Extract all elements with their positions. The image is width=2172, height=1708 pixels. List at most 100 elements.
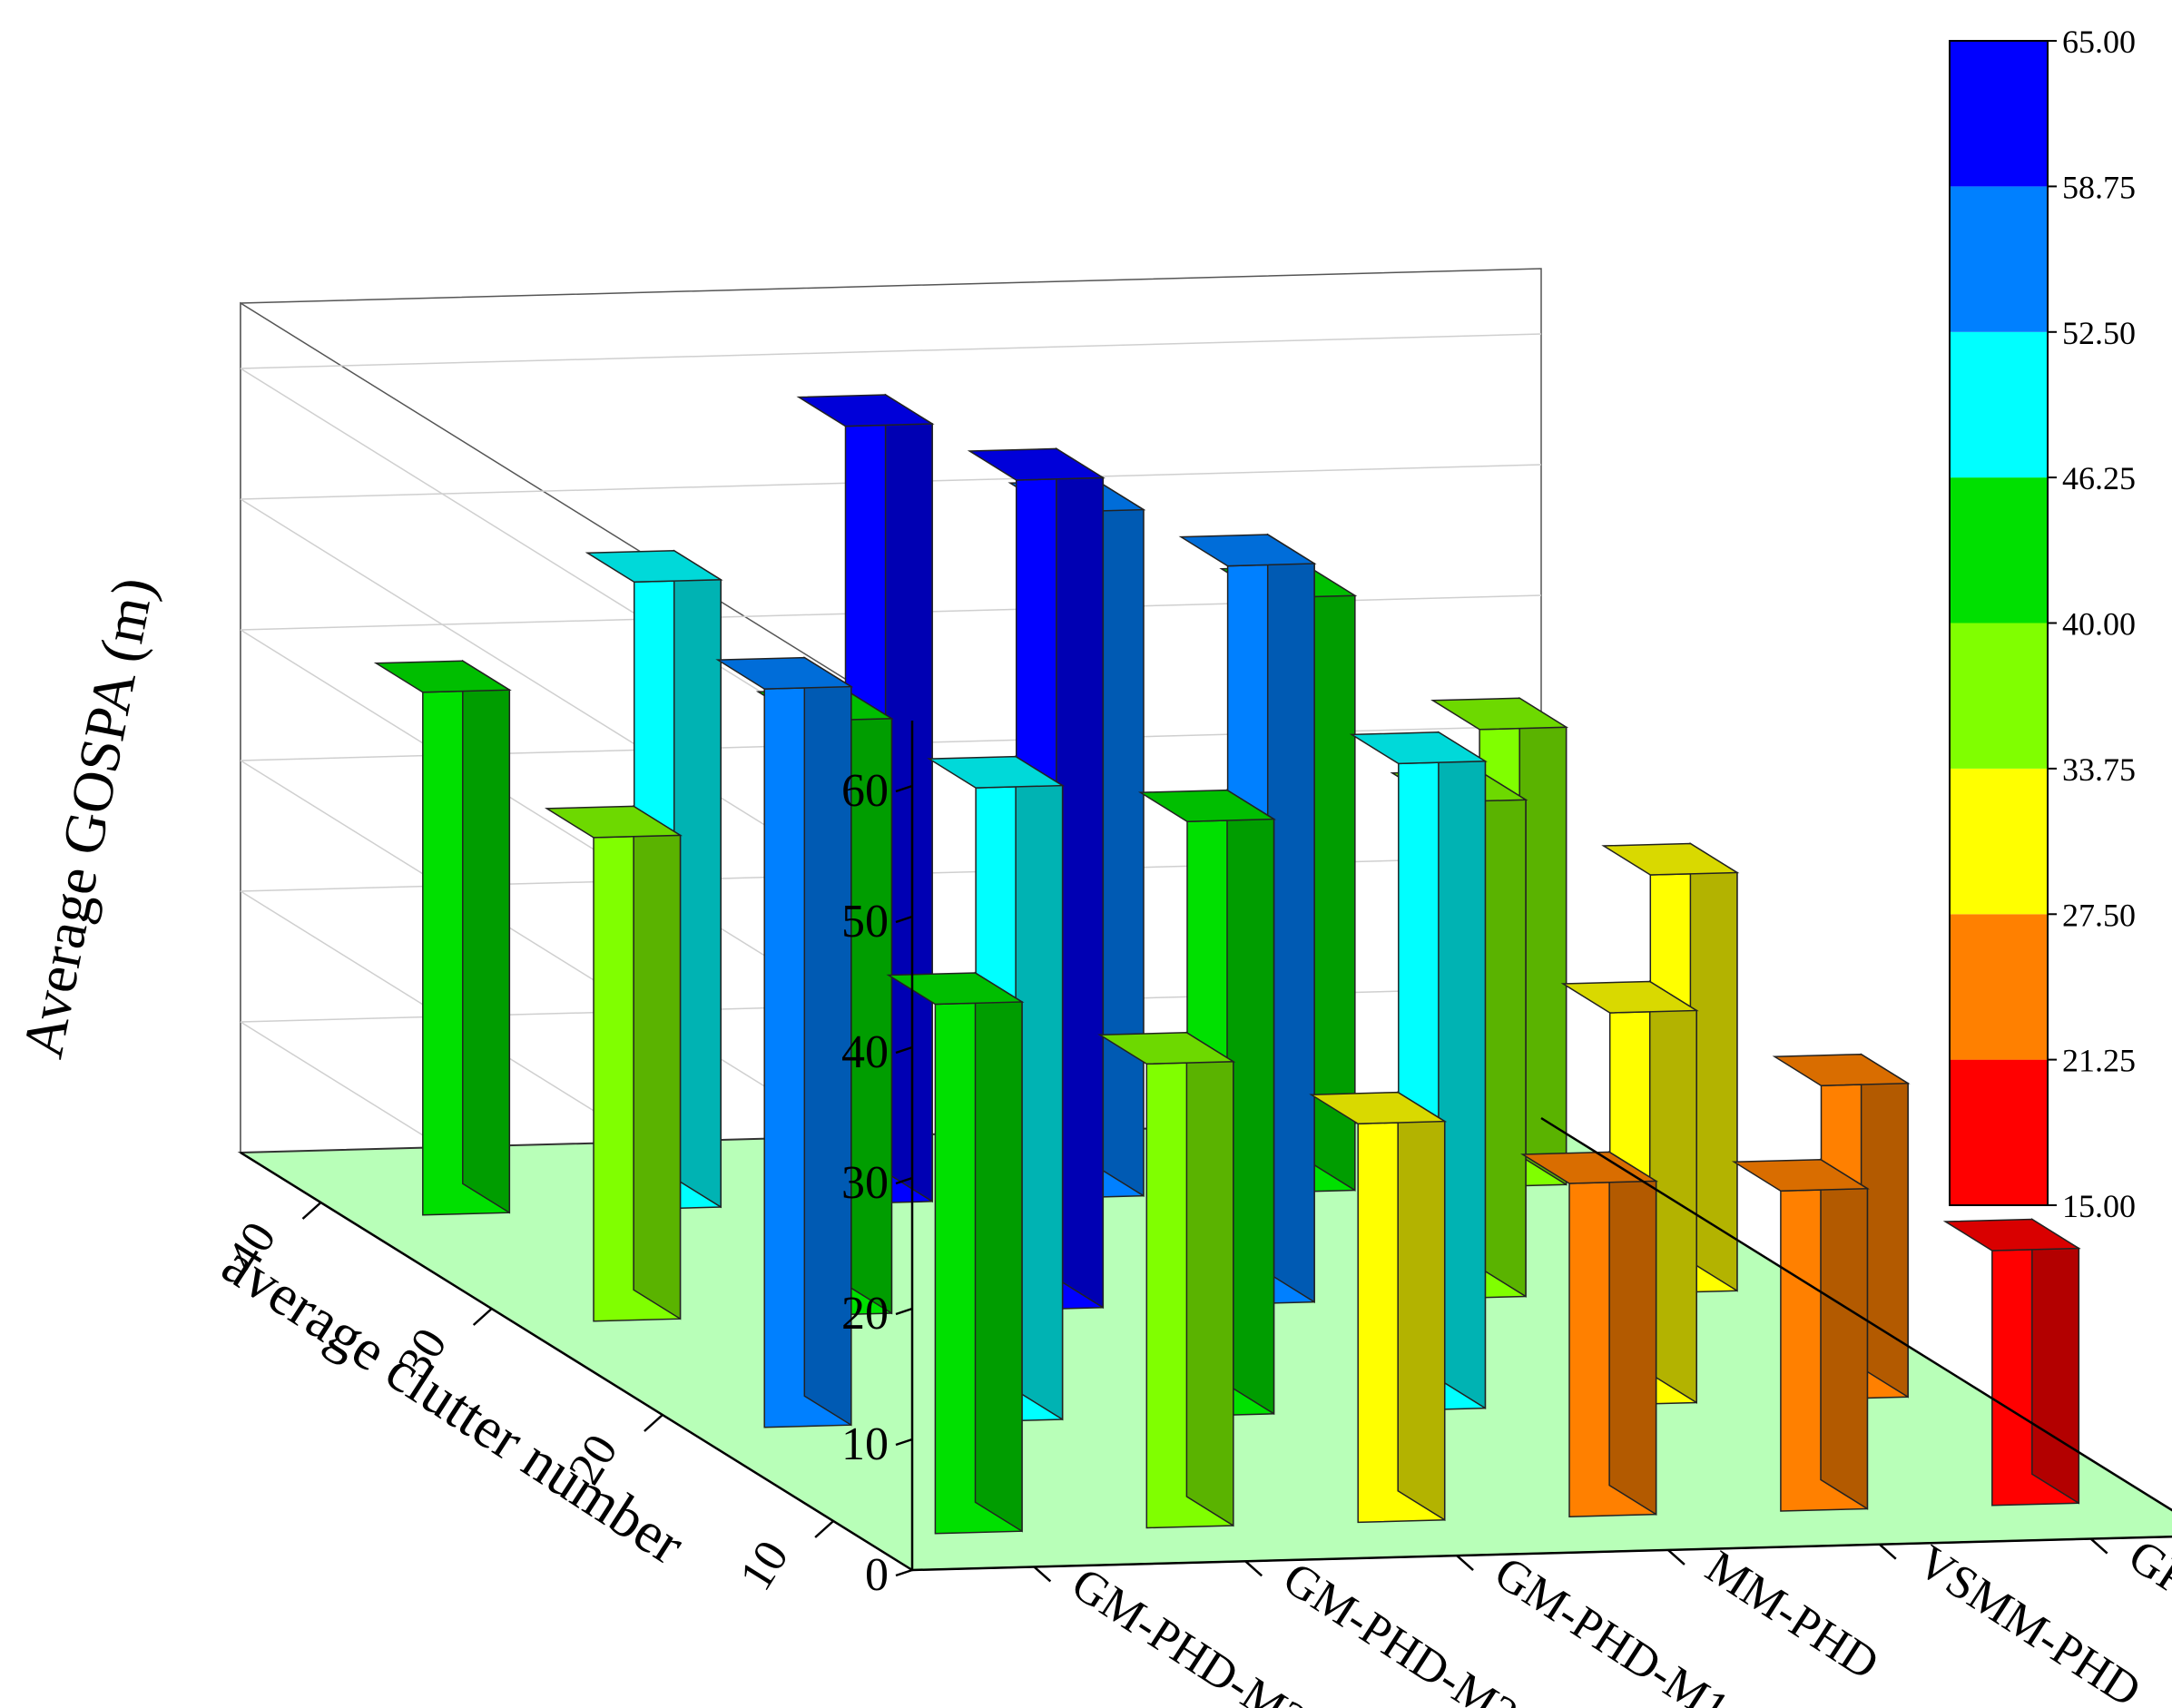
bar-face-side bbox=[1015, 755, 1064, 1421]
bar-GM-PHD-M1-10 bbox=[1309, 1091, 1448, 1524]
bar-face-top bbox=[886, 972, 1025, 1006]
colorbar-label: 52.50 bbox=[2062, 315, 2136, 351]
z-tick bbox=[895, 1307, 913, 1316]
bar-face-side bbox=[974, 971, 1023, 1533]
bar-MM-PHD-10 bbox=[1520, 1151, 1659, 1517]
z-tick-label: 10 bbox=[841, 1418, 889, 1470]
method-tick bbox=[2089, 1537, 2108, 1555]
bar-face-top bbox=[1309, 1091, 1448, 1124]
bar-face-side bbox=[1266, 533, 1315, 1303]
colorbar-band bbox=[1950, 768, 2048, 915]
bar-face-top bbox=[1772, 1053, 1911, 1086]
bar-face-top bbox=[585, 550, 723, 584]
bars bbox=[373, 393, 2081, 1535]
colorbar-label: 27.50 bbox=[2062, 897, 2136, 933]
colorbar-label: 33.75 bbox=[2062, 751, 2136, 788]
clutter-tick bbox=[644, 1414, 663, 1432]
method-tick bbox=[1878, 1543, 1897, 1560]
z-tick-label: 0 bbox=[865, 1549, 889, 1601]
bar-face-top bbox=[1520, 1151, 1659, 1184]
z-axis-title: Average GOSPA (m) bbox=[10, 573, 166, 1064]
method-tick bbox=[1033, 1566, 1052, 1583]
method-tick-label: VSMM-PHD bbox=[1908, 1536, 2149, 1708]
bar-face-top bbox=[544, 805, 683, 839]
bar-face-side bbox=[1478, 769, 1527, 1298]
method-tick bbox=[1667, 1548, 1686, 1566]
bar-face-top bbox=[715, 656, 854, 690]
bar-face-side bbox=[1860, 1053, 1909, 1399]
method-tick bbox=[1244, 1560, 1263, 1577]
bar-GM-PHD-M3-40 bbox=[373, 659, 512, 1216]
colorbar-band bbox=[1950, 331, 2048, 478]
bar-face-side bbox=[1056, 447, 1105, 1310]
clutter-tick bbox=[814, 1520, 834, 1538]
bar-face-top bbox=[373, 660, 512, 693]
method-tick-label: GM-PHD-M3 bbox=[1063, 1558, 1315, 1708]
bar-face-top bbox=[1137, 789, 1277, 822]
bar-face-top bbox=[1349, 731, 1488, 765]
method-tick-label: GP-PHD bbox=[2119, 1530, 2172, 1666]
bar-GM-PHD-M3-10 bbox=[886, 971, 1025, 1535]
colorbar-label: 58.75 bbox=[2062, 169, 2136, 205]
bar-face-side bbox=[1185, 1031, 1234, 1527]
z-tick-label: 20 bbox=[841, 1288, 889, 1340]
bar-face-top bbox=[1942, 1218, 2081, 1252]
clutter-tick-label: 10 bbox=[730, 1532, 799, 1599]
bar-face-top bbox=[796, 394, 935, 427]
grid-line bbox=[240, 333, 1542, 369]
bar-GM-PHD-M3-30 bbox=[544, 805, 683, 1322]
bar-VSMM-PHD-10 bbox=[1731, 1158, 1870, 1512]
z-tick bbox=[895, 915, 913, 924]
colorbar-band bbox=[1950, 186, 2048, 332]
bar-face-side bbox=[1689, 842, 1738, 1292]
bar-face-side bbox=[1648, 980, 1697, 1404]
method-tick-label: MM-PHD bbox=[1696, 1541, 1887, 1690]
colorbar-label: 15.00 bbox=[2062, 1188, 2136, 1224]
method-tick bbox=[1456, 1555, 1474, 1572]
bar-face-top bbox=[1097, 1032, 1236, 1065]
z-tick-label: 60 bbox=[841, 765, 889, 817]
bar-face-top bbox=[927, 755, 1066, 789]
bar-face-side bbox=[1226, 789, 1275, 1416]
bar-face-side bbox=[1608, 1151, 1657, 1516]
bar-face-side bbox=[462, 659, 511, 1214]
clutter-axis-line bbox=[911, 1535, 2172, 1572]
z-tick bbox=[895, 1438, 913, 1447]
method-edge-line bbox=[1540, 1116, 2172, 1512]
colorbar: 15.00 21.25 27.50 33.75 40.00 46.25 52.50 58.75… bbox=[1949, 24, 2136, 1224]
bar-face-top bbox=[1178, 534, 1317, 567]
bar-face-side bbox=[633, 805, 682, 1320]
bar-face-top bbox=[1560, 980, 1699, 1014]
colorbar-label: 40.00 bbox=[2062, 606, 2136, 643]
method-tick-label: GM-PHD-M2 bbox=[1274, 1553, 1527, 1708]
z-tick bbox=[895, 1568, 913, 1577]
colorbar-band bbox=[1950, 41, 2048, 187]
bar-face-side bbox=[1438, 731, 1487, 1409]
method-tick-label: GM-PHD-M1 bbox=[1486, 1546, 1738, 1708]
colorbar-band bbox=[1950, 1059, 2048, 1205]
colorbar-label: 65.00 bbox=[2062, 24, 2136, 60]
clutter-tick bbox=[301, 1202, 322, 1220]
bar-face-side bbox=[1397, 1091, 1446, 1522]
bar-GM-PHD-M2-10 bbox=[1097, 1031, 1236, 1529]
bar-face-top bbox=[1731, 1158, 1870, 1192]
z-tick bbox=[895, 1176, 913, 1185]
z-tick-label: 50 bbox=[841, 896, 889, 947]
bar-face-side bbox=[1096, 479, 1145, 1197]
z-tick bbox=[895, 1045, 913, 1055]
bar-GM-PHD-M1-40 bbox=[796, 393, 935, 1205]
bar-GM-PHD-M3-20 bbox=[715, 656, 854, 1428]
bar-face-side bbox=[1820, 1158, 1869, 1510]
colorbar-band bbox=[1950, 914, 2048, 1060]
bar-face-side bbox=[2031, 1218, 2080, 1505]
z-tick bbox=[895, 784, 913, 793]
bar-GP-PHD-10 bbox=[1942, 1218, 2081, 1507]
clutter-edge-line bbox=[240, 1151, 913, 1572]
colorbar-label: 21.25 bbox=[2062, 1043, 2136, 1079]
bar-face-side bbox=[1518, 696, 1568, 1186]
bar-face-side bbox=[884, 393, 933, 1203]
z-tick-label: 40 bbox=[841, 1026, 889, 1078]
colorbar-band bbox=[1950, 477, 2048, 623]
clutter-tick bbox=[472, 1308, 493, 1326]
